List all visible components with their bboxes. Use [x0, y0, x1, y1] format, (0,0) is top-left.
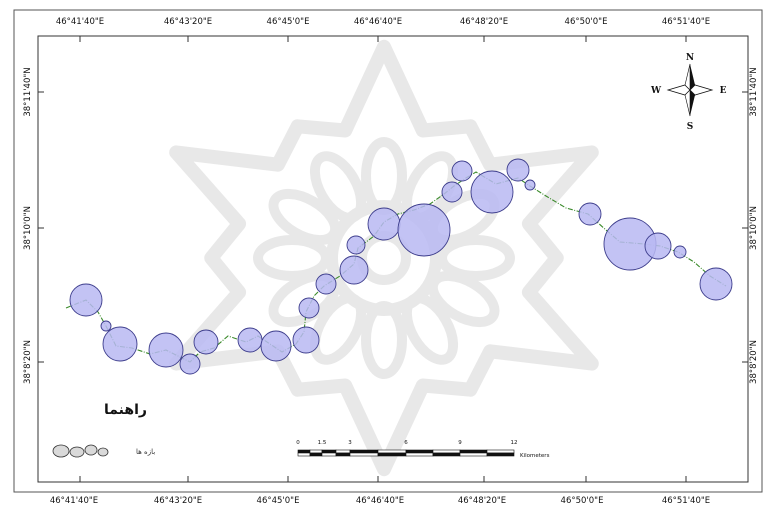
- scale-bar-blocks: [297, 449, 515, 457]
- compass-e-label: E: [720, 86, 727, 96]
- bottom-lon-label: 46°43'20"E: [154, 496, 202, 506]
- top-lon-label: 46°41'40"E: [56, 17, 104, 27]
- scale-block-bottom: [405, 452, 434, 457]
- reach-circle: [578, 202, 602, 226]
- compass-n-label: N: [686, 53, 694, 63]
- scale-block-bottom: [432, 452, 461, 457]
- scale-block-bottom: [335, 452, 351, 457]
- right-lat-label: 38°10'0"N: [749, 206, 759, 250]
- top-lon-label: 46°50'0"E: [565, 17, 608, 27]
- bottom-longitude-labels: 46°41'40"E 46°43'20"E 46°45'0"E 46°46'40…: [50, 496, 710, 506]
- reach-circle: [367, 207, 401, 241]
- reach-circle: [292, 326, 320, 354]
- reach-circle: [102, 326, 138, 362]
- scale-block-top: [405, 449, 434, 454]
- top-lon-label: 46°45'0"E: [267, 17, 310, 27]
- bottom-lon-label: 46°51'40"E: [662, 496, 710, 506]
- scale-block-top: [297, 449, 311, 454]
- scale-block-top: [486, 449, 515, 454]
- bottom-lon-label: 46°50'0"E: [561, 496, 604, 506]
- left-lat-label: 38°8'20"N: [23, 340, 33, 384]
- right-latitude-labels: 38°11'40"N 38°10'0"N 38°8'20"N: [749, 67, 759, 384]
- reach-circle: [470, 170, 514, 214]
- top-lon-label: 46°51'40"E: [662, 17, 710, 27]
- reach-circle: [644, 232, 672, 260]
- left-lat-label: 38°10'0"N: [23, 206, 33, 250]
- scale-block-bottom: [486, 452, 515, 457]
- reach-circle: [699, 267, 733, 301]
- reach-circle: [69, 283, 103, 317]
- reach-circle: [346, 235, 366, 255]
- scale-block-top: [309, 449, 323, 454]
- bottom-lon-label: 46°46'40"E: [356, 496, 404, 506]
- scale-block-bottom: [459, 452, 488, 457]
- reach-circle: [339, 255, 369, 285]
- legend-symbol-circle: [97, 447, 109, 457]
- scale-block-top: [335, 449, 351, 454]
- bottom-lon-label: 46°45'0"E: [257, 496, 300, 506]
- top-lon-label: 46°46'40"E: [354, 17, 402, 27]
- reach-circle: [397, 203, 451, 257]
- right-lat-label: 38°11'40"N: [749, 67, 759, 116]
- legend-title: راهنما: [104, 402, 147, 418]
- reach-circle: [673, 245, 687, 259]
- reach-circle: [451, 160, 473, 182]
- scale-tick-label: 0: [296, 440, 300, 446]
- scale-tick-label: 9: [458, 440, 462, 446]
- legend-symbol-circle: [52, 444, 70, 458]
- scale-block-bottom: [377, 452, 407, 457]
- watermark-ring: [326, 200, 442, 316]
- reach-circle: [179, 353, 201, 375]
- reach-circle: [315, 273, 337, 295]
- scale-block-top: [432, 449, 461, 454]
- legend-item-label: بازه ها: [136, 448, 155, 456]
- right-lat-label: 38°8'20"N: [749, 340, 759, 384]
- left-latitude-labels: 38°11'40"N 38°10'0"N 38°8'20"N: [23, 67, 33, 384]
- reach-circle: [441, 181, 463, 203]
- graticule-ticks: [38, 36, 748, 482]
- scale-block-top: [459, 449, 488, 454]
- reach-circle: [524, 179, 536, 191]
- scale-block-bottom: [321, 452, 337, 457]
- north-arrow: N S E W: [650, 53, 727, 132]
- reach-circle: [237, 327, 263, 353]
- top-longitude-labels: 46°41'40"E 46°43'20"E 46°45'0"E 46°46'40…: [56, 17, 710, 27]
- scale-block-top: [349, 449, 379, 454]
- top-lon-label: 46°48'20"E: [460, 17, 508, 27]
- reach-circle: [260, 330, 292, 362]
- reach-circle: [148, 332, 184, 368]
- scale-block-top: [377, 449, 407, 454]
- scale-tick-label: 12: [511, 440, 518, 446]
- scale-block-bottom: [349, 452, 379, 457]
- bottom-lon-label: 46°48'20"E: [458, 496, 506, 506]
- compass-north-half: [684, 63, 691, 91]
- reach-circle: [193, 329, 219, 355]
- scale-block-top: [321, 449, 337, 454]
- reach-circle: [100, 320, 112, 332]
- compass-south-half: [684, 89, 691, 117]
- legend-symbol-circle: [69, 446, 85, 458]
- scale-tick-label: 3: [348, 440, 352, 446]
- compass-s-label: S: [687, 122, 694, 132]
- scale-tick-label: 6: [404, 440, 408, 446]
- watermark-star: [169, 39, 599, 477]
- legend-symbol: [52, 444, 109, 458]
- left-lat-label: 38°11'40"N: [23, 67, 33, 116]
- top-lon-label: 46°43'20"E: [164, 17, 212, 27]
- legend: راهنما بازه ها: [52, 402, 155, 458]
- scale-bar: 0 1.5 3 6 9 12 Kilometers: [296, 440, 549, 459]
- river-reaches: [69, 158, 733, 375]
- bottom-lon-label: 46°41'40"E: [50, 496, 98, 506]
- scale-unit-label: Kilometers: [520, 453, 550, 459]
- legend-symbol-circle: [84, 444, 98, 456]
- compass-w-label: W: [650, 86, 662, 96]
- scale-block-bottom: [309, 452, 323, 457]
- reach-circle: [506, 158, 530, 182]
- scale-tick-label: 1.5: [318, 440, 327, 446]
- reach-circle: [298, 297, 320, 319]
- scale-block-bottom: [297, 452, 311, 457]
